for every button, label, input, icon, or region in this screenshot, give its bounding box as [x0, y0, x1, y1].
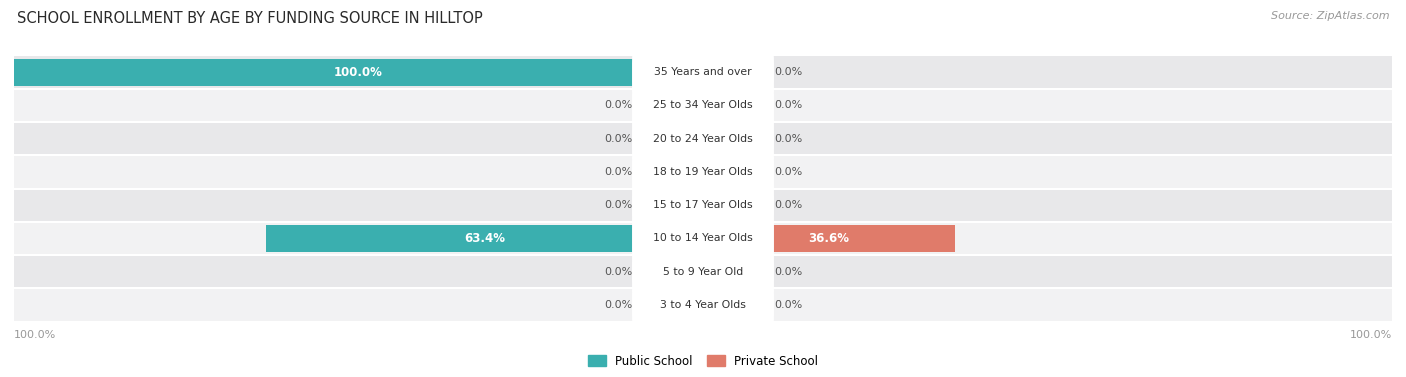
Bar: [703, 59, 731, 86]
FancyBboxPatch shape: [633, 137, 773, 207]
Bar: [703, 258, 731, 285]
Text: 20 to 24 Year Olds: 20 to 24 Year Olds: [654, 134, 752, 144]
Text: 36.6%: 36.6%: [808, 232, 849, 245]
FancyBboxPatch shape: [633, 104, 773, 174]
Bar: [675, 258, 703, 285]
Bar: [675, 158, 703, 185]
Text: 100.0%: 100.0%: [335, 66, 382, 79]
Text: Source: ZipAtlas.com: Source: ZipAtlas.com: [1271, 11, 1389, 21]
Text: 0.0%: 0.0%: [773, 300, 803, 310]
Text: 0.0%: 0.0%: [773, 200, 803, 210]
Text: 10 to 14 Year Olds: 10 to 14 Year Olds: [654, 233, 752, 243]
Bar: [675, 192, 703, 219]
Text: 18 to 19 Year Olds: 18 to 19 Year Olds: [654, 167, 752, 177]
Bar: [703, 225, 955, 252]
Text: 0.0%: 0.0%: [773, 267, 803, 277]
Bar: [266, 225, 703, 252]
Bar: [14, 288, 1392, 321]
Text: 0.0%: 0.0%: [773, 100, 803, 110]
Bar: [675, 125, 703, 152]
Bar: [14, 188, 1392, 222]
Text: 0.0%: 0.0%: [603, 200, 633, 210]
Bar: [14, 59, 703, 86]
FancyBboxPatch shape: [633, 236, 773, 307]
Text: 3 to 4 Year Olds: 3 to 4 Year Olds: [659, 300, 747, 310]
Text: 0.0%: 0.0%: [773, 134, 803, 144]
Bar: [675, 92, 703, 119]
Bar: [703, 92, 731, 119]
FancyBboxPatch shape: [633, 270, 773, 340]
FancyBboxPatch shape: [633, 170, 773, 240]
Bar: [675, 291, 703, 318]
FancyBboxPatch shape: [633, 203, 773, 273]
Bar: [14, 56, 1392, 89]
Bar: [14, 122, 1392, 155]
Text: 35 Years and over: 35 Years and over: [654, 67, 752, 77]
Bar: [14, 155, 1392, 188]
Text: 0.0%: 0.0%: [603, 167, 633, 177]
Text: SCHOOL ENROLLMENT BY AGE BY FUNDING SOURCE IN HILLTOP: SCHOOL ENROLLMENT BY AGE BY FUNDING SOUR…: [17, 11, 482, 26]
Legend: Public School, Private School: Public School, Private School: [583, 350, 823, 372]
Bar: [14, 255, 1392, 288]
Text: 0.0%: 0.0%: [773, 167, 803, 177]
FancyBboxPatch shape: [633, 37, 773, 107]
Text: 100.0%: 100.0%: [14, 329, 56, 340]
Text: 25 to 34 Year Olds: 25 to 34 Year Olds: [654, 100, 752, 110]
Text: 5 to 9 Year Old: 5 to 9 Year Old: [662, 267, 744, 277]
Bar: [14, 89, 1392, 122]
Bar: [703, 158, 731, 185]
Text: 0.0%: 0.0%: [603, 100, 633, 110]
Text: 0.0%: 0.0%: [603, 267, 633, 277]
Text: 0.0%: 0.0%: [603, 134, 633, 144]
Bar: [703, 291, 731, 318]
Bar: [703, 125, 731, 152]
Text: 0.0%: 0.0%: [773, 67, 803, 77]
Text: 15 to 17 Year Olds: 15 to 17 Year Olds: [654, 200, 752, 210]
Text: 100.0%: 100.0%: [1350, 329, 1392, 340]
Text: 63.4%: 63.4%: [464, 232, 505, 245]
Bar: [14, 222, 1392, 255]
Text: 0.0%: 0.0%: [603, 300, 633, 310]
Bar: [703, 192, 731, 219]
FancyBboxPatch shape: [633, 70, 773, 141]
